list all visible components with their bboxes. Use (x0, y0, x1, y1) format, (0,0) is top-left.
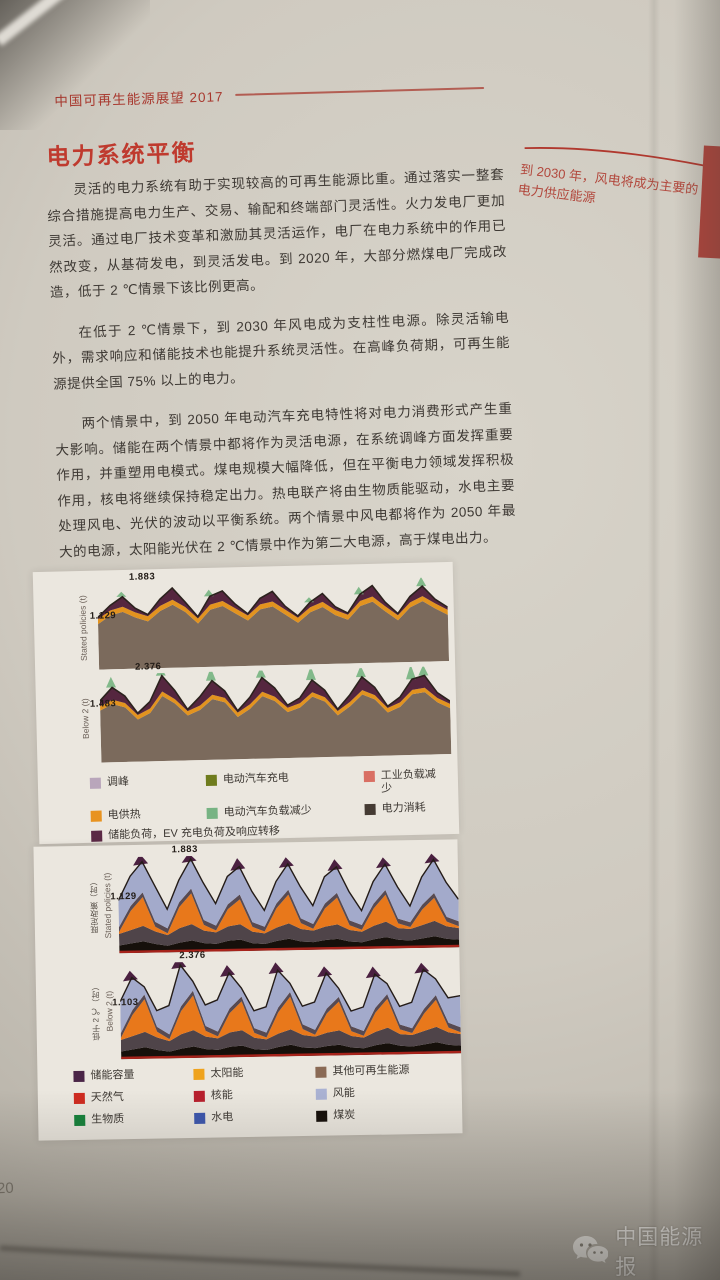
axis-label-en: Stated policies (t) (101, 872, 114, 939)
legend-swatch (363, 770, 375, 783)
legend-item: 储能容量 (73, 1068, 181, 1083)
legend-label: 储能容量 (90, 1068, 135, 1082)
start-annotation: 1.483 (89, 698, 117, 710)
peak-annotation: 1.883 (128, 571, 156, 583)
legend-label: 生物质 (91, 1113, 125, 1126)
legend-label: 储能负荷，EV 充电负荷及响应转移 (108, 825, 281, 842)
axis-label-en: Below 2 (t) (103, 991, 115, 1032)
report-title: 中国可再生能源展望 2017 (54, 89, 224, 109)
legend-swatch (193, 1090, 205, 1102)
axis-label: Below 2 (t) (79, 698, 91, 740)
start-annotation: 1.103 (112, 996, 139, 1009)
paragraph: 灵活的电力系统有助于实现较高的可再生能源比重。通过落实一整套综合措施提高电力生产… (47, 167, 508, 300)
legend-label: 电动汽车负载减少 (223, 804, 312, 819)
legend-swatch (364, 803, 376, 816)
figure-flexibility: Stated policies (t) 1.883 1.129 Below 2 … (32, 561, 460, 845)
flex-chart-stated-policies (97, 577, 450, 670)
photo-highlight-top-left (0, 0, 77, 46)
legend-swatch (73, 1070, 85, 1083)
legend-label: 电动汽车充电 (222, 771, 289, 786)
legend-item: 生物质 (74, 1112, 182, 1127)
generation-chart-legend: 储能容量 太阳能 其他可再生能源天然气 核能 风能生物质 水电 煤炭 (73, 1063, 454, 1127)
legend-item: 电动汽车充电 (205, 770, 353, 800)
legend-swatch (205, 774, 218, 787)
legend-label: 天然气 (90, 1091, 124, 1104)
start-annotation: 1.129 (110, 890, 137, 903)
legend-item: 电供热 (90, 807, 195, 823)
legend-swatch (89, 777, 102, 789)
paragraph: 在低于 2 ℃情景下，到 2030 年风电成为支柱性电源。除灵活输电外，需求响应… (52, 309, 511, 392)
legend-item: 其他可再生能源 (315, 1063, 453, 1078)
flex-chart-legend: 调峰 电动汽车充电 工业负载减少电供热 电动汽车负载减少 电力消耗储能负荷，EV 充电负… (89, 768, 444, 843)
legend-swatch (315, 1066, 327, 1078)
legend-label: 煤炭 (333, 1109, 356, 1122)
header-rule (235, 86, 485, 96)
legend-label: 工业负载减少 (380, 768, 436, 795)
legend-label: 水电 (211, 1111, 234, 1124)
legend-item: 太阳能 (193, 1066, 303, 1081)
legend-label: 电力消耗 (381, 801, 426, 815)
legend-label: 核能 (210, 1089, 233, 1102)
legend-swatch (316, 1110, 328, 1122)
watermark: 中国能源报 (572, 1221, 720, 1280)
page-header: 中国可再生能源展望 2017 (54, 78, 485, 110)
axis-label: Stated policies (t) (77, 595, 89, 661)
callout-rule-curve (524, 147, 704, 167)
legend-label: 其他可再生能源 (332, 1064, 410, 1078)
figure-generation-mix: 既定政策（时） Stated policies (t) 1.883 1.129 … (33, 839, 463, 1141)
page-number: 20 (0, 1179, 14, 1198)
legend-item: 核能 (193, 1088, 304, 1103)
peak-annotation: 2.376 (179, 949, 206, 962)
axis-label-zh: 既定政策（时） (89, 877, 99, 934)
watermark-text: 中国能源报 (615, 1226, 704, 1279)
peak-annotation: 1.883 (171, 843, 198, 856)
peak-annotation: 2.376 (134, 661, 162, 673)
axis-label-zh: 低于 2 ℃（时） (90, 982, 101, 1041)
legend-swatch (206, 807, 218, 819)
legend-item: 水电 (194, 1110, 304, 1125)
legend-label: 电供热 (107, 808, 141, 822)
generation-chart-below-2 (119, 957, 462, 1060)
paragraph: 两个情景中，到 2050 年电动汽车充电特性将对电力消费形式产生重大影响。储能在… (55, 400, 517, 560)
legend-swatch (315, 1088, 327, 1100)
start-annotation: 1.129 (89, 610, 117, 622)
legend-item: 电动汽车负载减少 (206, 803, 353, 820)
legend-label: 风能 (332, 1087, 355, 1100)
section-title: 电力系统平衡 (46, 139, 197, 170)
body-text: 灵活的电力系统有助于实现较高的可再生能源比重。通过落实一整套综合措施提高电力生产… (46, 162, 518, 580)
legend-swatch (91, 830, 103, 842)
margin-callout: 到 2030 年，风电将成为主要的电力供应能源 (517, 136, 709, 221)
legend-item: 风能 (315, 1085, 454, 1100)
wechat-icon (573, 1236, 609, 1263)
photo-shadow-top-left (0, 0, 150, 130)
legend-swatch (194, 1112, 206, 1124)
legend-item: 工业负载减少 (363, 768, 443, 796)
legend-item: 煤炭 (316, 1107, 454, 1122)
flex-chart-below-2 (99, 666, 452, 763)
legend-swatch (90, 810, 102, 822)
legend-swatch (73, 1092, 85, 1105)
legend-item: 调峰 (89, 774, 195, 803)
legend-swatch (193, 1068, 205, 1080)
legend-item: 电力消耗 (364, 801, 442, 816)
legend-item: 天然气 (73, 1090, 182, 1105)
generation-chart-stated-policies (117, 853, 460, 954)
page-curl-shadow (0, 1245, 521, 1277)
legend-label: 调峰 (106, 775, 130, 789)
legend-swatch (74, 1114, 86, 1127)
legend-label: 太阳能 (210, 1067, 244, 1080)
